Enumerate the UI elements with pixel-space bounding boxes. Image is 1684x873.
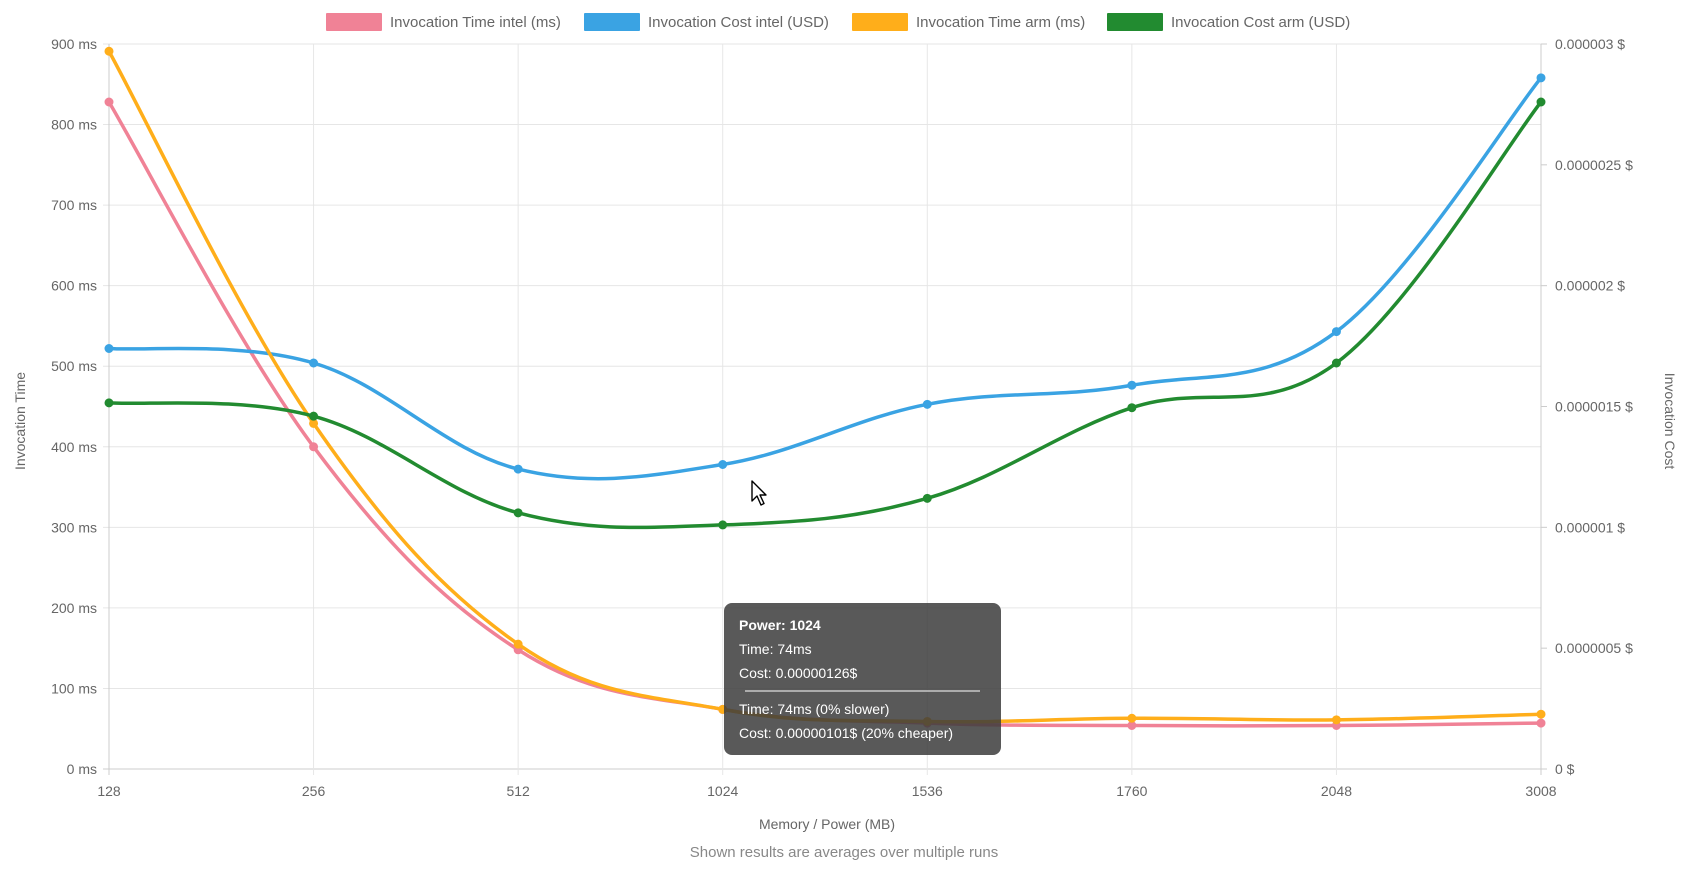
data-point — [1536, 718, 1546, 728]
legend-label: Invocation Time arm (ms) — [916, 14, 1085, 31]
x-tick-label: 2048 — [1321, 783, 1352, 799]
footnote: Shown results are averages over multiple… — [690, 844, 998, 861]
mouse-cursor-icon — [751, 480, 767, 506]
data-point — [513, 464, 523, 474]
x-tick-label: 256 — [302, 783, 326, 799]
data-point — [309, 411, 319, 421]
y-right-tick-label: 0.000002 $ — [1555, 278, 1625, 294]
data-point — [922, 399, 932, 409]
tooltip-line: Cost: 0.00000101$ (20% cheaper) — [739, 725, 953, 741]
tooltip-line: Time: 74ms — [739, 641, 812, 657]
tooltip-line: Cost: 0.00000126$ — [739, 665, 858, 681]
tooltip-line: Time: 74ms (0% slower) — [739, 701, 889, 717]
data-point — [1127, 713, 1137, 723]
y-right-tick-label: 0.0000025 $ — [1555, 157, 1633, 173]
data-point — [922, 493, 932, 503]
x-axis-title: Memory / Power (MB) — [759, 816, 895, 832]
legend-swatch — [852, 13, 908, 31]
tooltip-title: Power: 1024 — [739, 617, 821, 633]
data-point — [104, 398, 114, 408]
data-point — [1331, 358, 1341, 368]
data-point — [104, 344, 114, 353]
y-left-tick-label: 300 ms — [51, 519, 97, 535]
data-point — [104, 46, 114, 56]
y-right-tick-label: 0.0000015 $ — [1555, 399, 1633, 415]
x-tick-label: 1536 — [912, 783, 943, 799]
y-left-tick-label: 500 ms — [51, 358, 97, 374]
legend-swatch — [584, 13, 640, 31]
tooltip: Power: 1024 Time: 74ms Cost: 0.00000126$… — [724, 603, 1001, 755]
series-line — [107, 100, 1543, 530]
y-left-tick-label: 200 ms — [51, 600, 97, 616]
y-right-tick-label: 0 $ — [1555, 761, 1575, 777]
legend[interactable]: Invocation Time intel (ms) Invocation Cos… — [326, 13, 1350, 31]
y-right-tick-label: 0.000001 $ — [1555, 519, 1625, 535]
data-point — [1536, 97, 1546, 107]
data-point — [104, 97, 114, 107]
axes: 0 ms 100 ms 200 ms 300 ms 400 ms 500 ms 600 ms… — [51, 36, 1633, 799]
data-point — [1331, 715, 1341, 725]
x-tick-label: 1760 — [1116, 783, 1147, 799]
data-point — [1536, 73, 1546, 83]
x-tick-label: 128 — [97, 783, 121, 799]
data-point — [513, 508, 523, 518]
x-tick-label: 3008 — [1525, 783, 1556, 799]
data-point — [718, 520, 728, 530]
legend-label: Invocation Time intel (ms) — [390, 14, 561, 31]
legend-label: Invocation Cost arm (USD) — [1171, 14, 1350, 31]
data-point — [1331, 327, 1341, 337]
legend-swatch — [1107, 13, 1163, 31]
x-tick-label: 1024 — [707, 783, 738, 799]
data-point — [513, 639, 523, 649]
y-left-tick-label: 900 ms — [51, 36, 97, 52]
y-axis-left-title: Invocation Time — [12, 372, 28, 470]
legend-label: Invocation Cost intel (USD) — [648, 14, 829, 31]
y-right-tick-label: 0.0000005 $ — [1555, 640, 1633, 656]
legend-swatch — [326, 13, 382, 31]
data-point — [1127, 403, 1137, 413]
y-left-tick-label: 800 ms — [51, 117, 97, 133]
y-left-tick-label: 100 ms — [51, 680, 97, 696]
data-point — [1536, 709, 1546, 719]
y-left-tick-label: 400 ms — [51, 439, 97, 455]
data-point — [718, 460, 728, 469]
y-left-tick-label: 600 ms — [51, 278, 97, 294]
data-point — [1127, 380, 1137, 390]
y-left-tick-label: 0 ms — [67, 761, 97, 777]
y-right-tick-label: 0.000003 $ — [1555, 36, 1625, 52]
data-point — [309, 358, 319, 368]
x-tick-label: 512 — [506, 783, 530, 799]
data-point — [309, 442, 319, 452]
y-axis-right-title: Invocation Cost — [1662, 373, 1678, 470]
y-left-tick-label: 700 ms — [51, 197, 97, 213]
tooltip-background — [724, 603, 1001, 755]
